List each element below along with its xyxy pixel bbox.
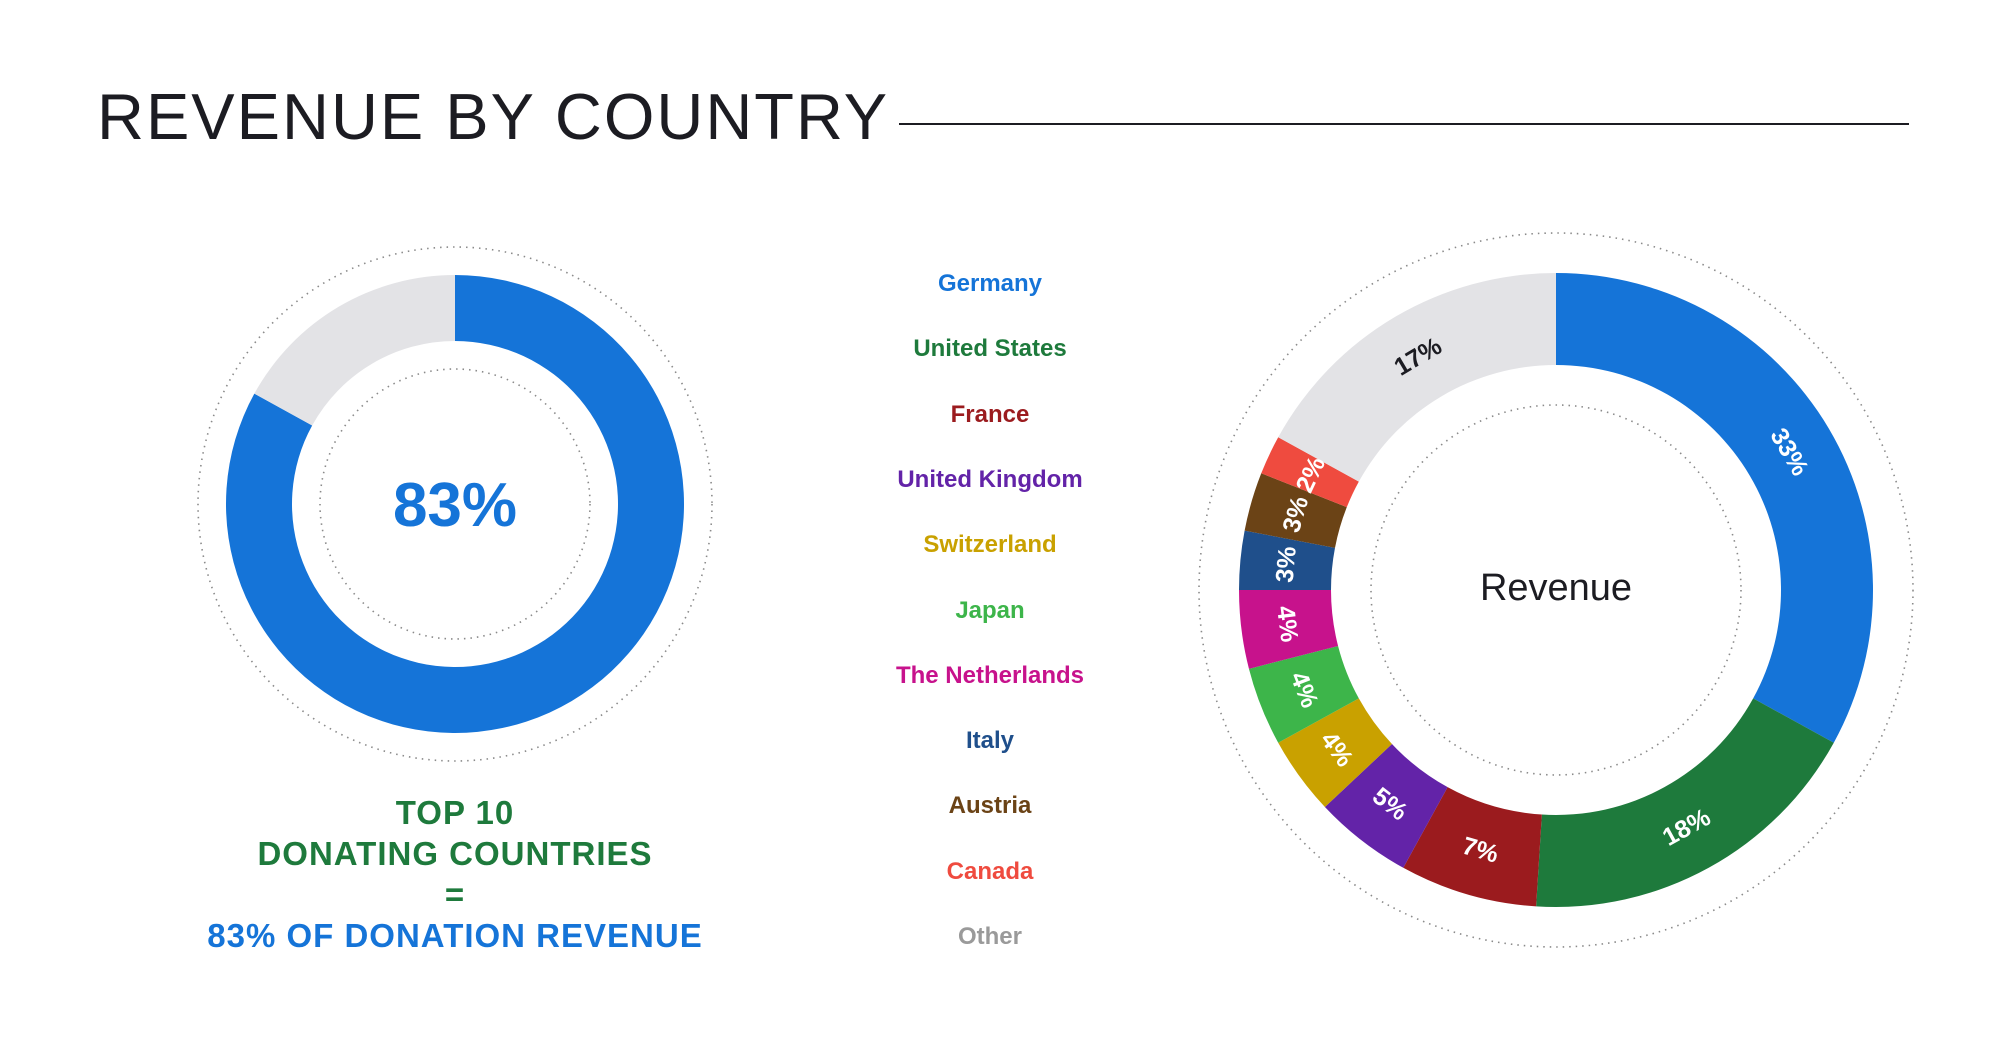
legend-item-italy: Italy — [965, 727, 1015, 755]
summary-line-top10: TOP 10 — [395, 794, 515, 831]
revenue-slice-france — [1403, 787, 1542, 907]
left-center-value: 83% — [393, 471, 517, 540]
summary-line-countries: DONATING COUNTRIES — [257, 835, 653, 872]
revenue-slice-austria — [1244, 473, 1347, 548]
right-outer-dotted-ring — [1198, 232, 1914, 948]
revenue-slice-other — [1278, 273, 1556, 482]
legend-item-other: Other — [957, 923, 1022, 950]
revenue-slice-canada — [1261, 437, 1359, 508]
left-inner-dotted-ring — [319, 368, 591, 640]
summary-line-revenue: 83% OF DONATION REVENUE — [207, 917, 703, 954]
right-center-label: Revenue — [1480, 567, 1632, 609]
legend-item-united-states: United States — [913, 335, 1067, 363]
revenue-slice-united-states — [1536, 698, 1834, 907]
summary-line-equals: = — [444, 876, 466, 913]
legend-item-united-kingdom: United Kingdom — [897, 465, 1083, 493]
page-title: REVENUE BY COUNTRY — [97, 80, 890, 153]
legend-item-germany: Germany — [937, 270, 1043, 297]
legend-item-japan: Japan — [955, 596, 1025, 624]
revenue-slice-united-kingdom — [1324, 744, 1448, 868]
top10-share-donut: 83% — [197, 246, 713, 762]
legend-item-switzerland: Switzerland — [923, 531, 1057, 559]
legend-item-canada: Canada — [946, 857, 1034, 885]
legend-item-austria: Austria — [948, 792, 1032, 820]
revenue-value-label-italy: 3% — [1271, 545, 1302, 584]
legend-item-france: France — [950, 400, 1030, 428]
revenue-slice-italy — [1239, 530, 1335, 590]
revenue-slice-switzerland — [1278, 698, 1392, 808]
revenue-slice-germany — [1556, 273, 1874, 743]
revenue-slice-the-netherlands — [1239, 590, 1339, 669]
revenue-donut: Revenue 33%18%7%5%4%4%4%3%3%2%17% — [1198, 232, 1914, 948]
revenue-value-label-the-netherlands: 4% — [1271, 604, 1303, 643]
left-outer-dotted-ring — [197, 246, 713, 762]
revenue-slice-japan — [1248, 645, 1359, 743]
title-divider — [899, 123, 1909, 125]
left-slice-segment-1 — [254, 275, 455, 426]
legend-item-the-netherlands: The Netherlands — [895, 661, 1085, 689]
right-inner-dotted-ring — [1370, 404, 1742, 776]
